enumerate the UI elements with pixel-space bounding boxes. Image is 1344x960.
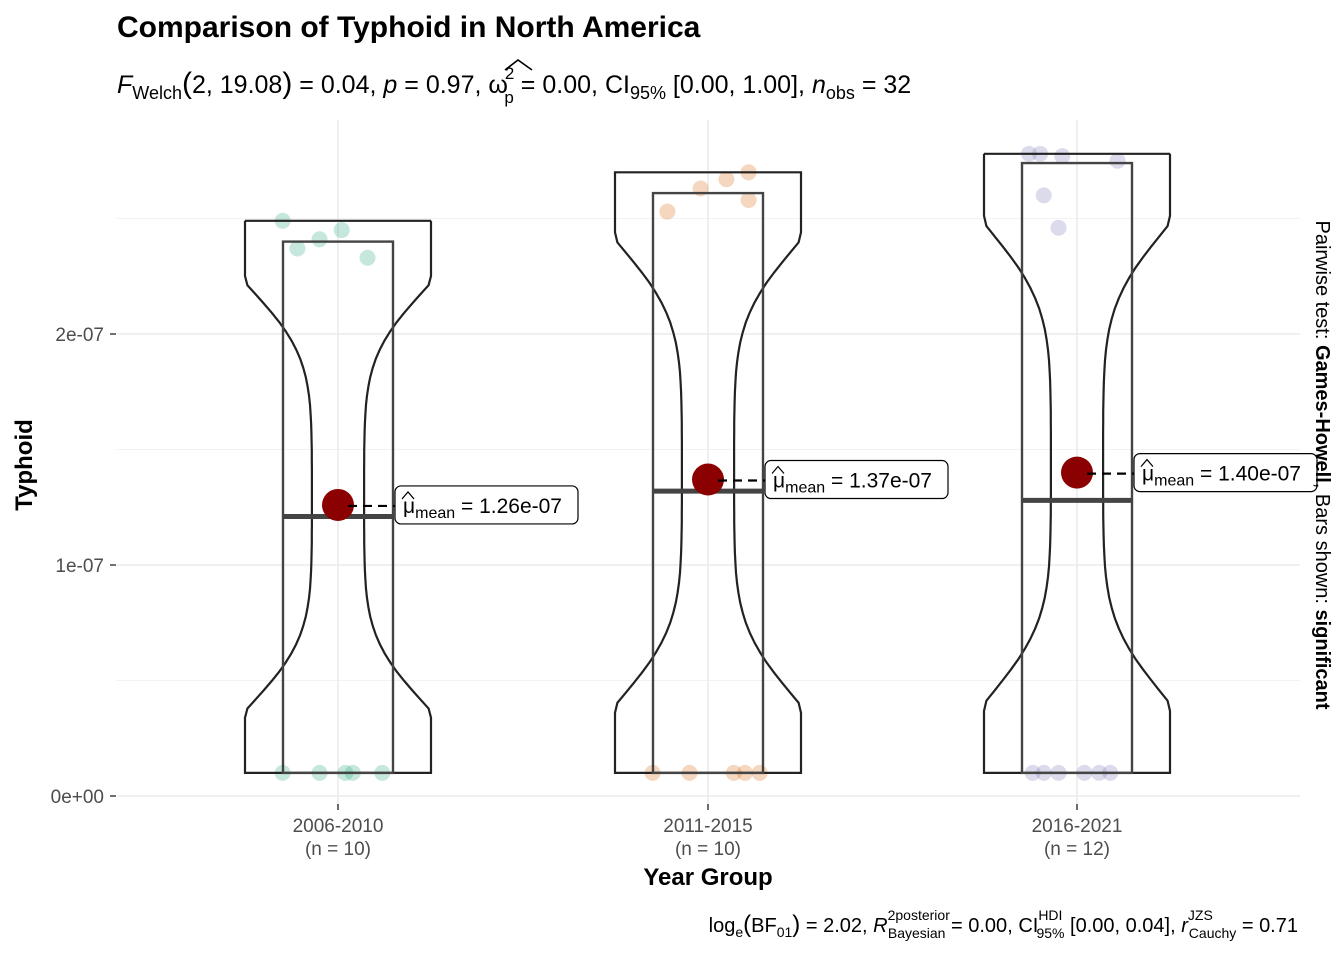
x-tick-label: 2011-2015 [663,816,752,837]
grid [117,120,1300,810]
data-point [333,222,350,239]
stat-value: 0.04 [321,71,370,99]
data-point [359,249,376,266]
omega-hat [504,59,533,71]
data-point [740,192,757,209]
stats-subtitle: FWelch(2, 19.08) = 0.04, p = 0.97, ω2 p =… [117,59,911,107]
mean-label-box [1133,453,1318,493]
x-tick-n-label: (n = 10) [305,839,371,860]
effect-sub: p [504,88,513,107]
data-point [289,240,306,257]
pairwise-test-label: Pairwise test: Games-Howell, Bars shown:… [1311,220,1333,709]
n-value: 32 [883,71,911,99]
x-tick-label: 2006-2010 [293,816,384,837]
bayes-caption: loge(BF01) = 2.02, R2posterior Bayesian =… [709,907,1298,941]
violin [613,171,803,774]
data-point [659,203,676,220]
means: μmean = 1.26e-07 μmean = 1.37e-07 μmean = … [322,453,1318,525]
y-tick-label: 1e-07 [55,556,104,577]
violin [982,152,1172,774]
mean-label: μmean = 1.37e-07 [773,470,932,497]
y-axis: 0e+00 1e-07 2e-07 [51,325,116,808]
data-point [1054,148,1071,165]
stat-args: 2, 19.08 [192,71,282,99]
x-tick-label: 2016-2021 [1032,816,1123,837]
y-tick-label: 0e+00 [51,787,104,808]
n-sub: obs [826,83,855,103]
violin [243,219,433,774]
mean-label-box [764,459,949,500]
ci-value: [0.00, 1.00] [673,71,798,99]
x-axis-title: Year Group [643,864,772,891]
box [651,191,765,775]
data-point [1035,187,1052,204]
mean-point [322,488,354,521]
stat-symbol: F [117,71,134,99]
violins [243,152,1172,774]
data-point [718,171,735,188]
x-axis: 2006-2010(n = 10)2011-2015(n = 10)2016-2… [293,804,1123,860]
mean-label: μmean = 1.40e-07 [1142,463,1301,490]
n-symbol: n [812,71,826,99]
box [281,240,395,775]
stat-sub: Welch [132,83,182,103]
y-tick-label: 2e-07 [55,325,104,346]
p-value: 0.97 [426,71,475,99]
box [1020,161,1134,775]
svg-text:loge(BF01) = 2.02, R2posterior: loge(BF01) = 2.02, R2posterior Bayesian =… [709,907,1298,941]
y-axis-title: Typhoid [11,419,38,511]
mean-point [1061,456,1093,489]
svg-text:FWelch(2, 19.08) = 0.04, p = 0: FWelch(2, 19.08) = 0.04, p = 0.97, ω2 p =… [117,64,911,107]
data-point [311,231,328,248]
mean-label-box [394,485,579,525]
ci-label: CI [605,71,630,99]
x-tick-n-label: (n = 12) [1044,839,1110,860]
data-point [1050,219,1067,236]
data-point [1109,152,1126,169]
mean-hat [771,465,785,474]
effect-sup: 2 [505,64,514,83]
mean-point [692,463,724,496]
chart-title: Comparison of Typhoid in North America [117,11,701,44]
mean-label: μmean = 1.26e-07 [403,495,562,522]
mean-hat [1140,458,1154,467]
mean-hat [401,491,415,500]
effect-symbol: ω [488,71,508,99]
ci-sub: 95% [630,83,666,103]
effect-value: 0.00 [542,71,591,99]
x-tick-n-label: (n = 10) [675,839,741,860]
